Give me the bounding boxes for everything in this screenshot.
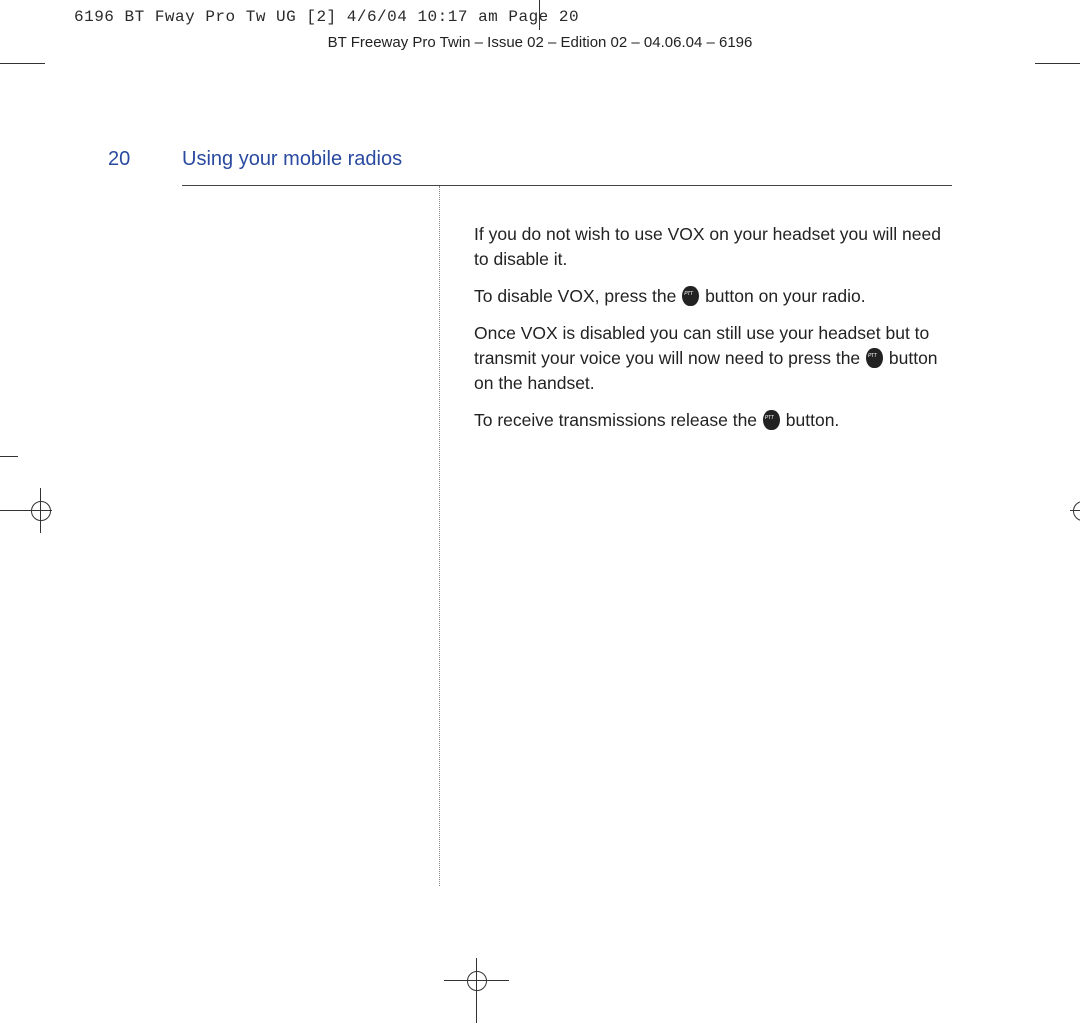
trim-mark <box>0 63 45 64</box>
p2-text-a: To disable VOX, press the <box>474 286 681 306</box>
paragraph-4: To receive transmissions release the but… <box>474 408 946 433</box>
trim-mark <box>1035 63 1080 64</box>
page-number: 20 <box>108 148 130 171</box>
p4-text-a: To receive transmissions release the <box>474 410 762 430</box>
crop-mark-header: 6196 BT Fway Pro Tw UG [2] 4/6/04 10:17 … <box>74 8 579 26</box>
paragraph-3: Once VOX is disabled you can still use y… <box>474 321 946 396</box>
ptt-icon <box>866 348 883 368</box>
p4-text-b: button. <box>781 410 839 430</box>
trim-mark <box>539 0 540 30</box>
body-text: If you do not wish to use VOX on your he… <box>474 222 946 445</box>
ptt-icon <box>763 410 780 430</box>
document-title: BT Freeway Pro Twin – Issue 02 – Edition… <box>0 34 1080 51</box>
p2-text-b: button on your radio. <box>700 286 865 306</box>
section-title: Using your mobile radios <box>182 148 402 171</box>
paragraph-2: To disable VOX, press the button on your… <box>474 284 946 309</box>
paragraph-1: If you do not wish to use VOX on your he… <box>474 222 946 272</box>
column-separator <box>439 186 440 886</box>
title-rule <box>182 185 952 186</box>
p3-text-a: Once VOX is disabled you can still use y… <box>474 323 929 368</box>
trim-mark-faint <box>0 456 18 457</box>
ptt-icon <box>682 286 699 306</box>
